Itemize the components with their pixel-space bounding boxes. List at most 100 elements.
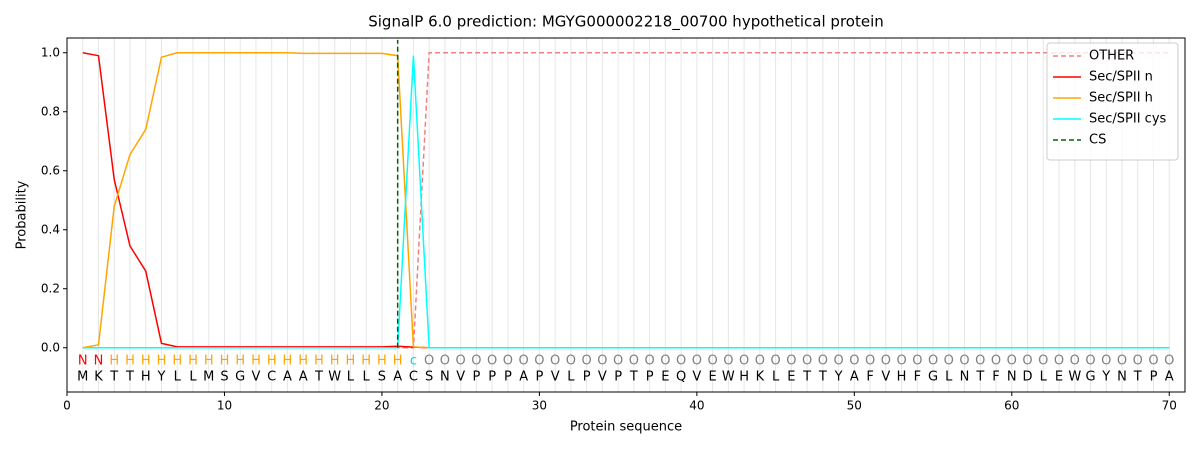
residue-letter: P xyxy=(472,370,480,385)
chart-title: SignalP 6.0 prediction: MGYG000002218_00… xyxy=(368,13,884,32)
residue-annotation: O xyxy=(613,354,623,369)
residue-annotation: O xyxy=(912,354,922,369)
residue-annotation: H xyxy=(172,354,182,369)
residue-letter: P xyxy=(535,370,543,385)
y-tick-label: 0.4 xyxy=(41,222,60,236)
residue-letter: M xyxy=(203,370,214,385)
residue-annotation: O xyxy=(802,354,812,369)
residue-letter: S xyxy=(220,370,228,385)
residue-annotation: O xyxy=(833,354,843,369)
x-tick-label: 20 xyxy=(374,399,389,413)
residue-letter: C xyxy=(409,370,418,385)
residue-annotation: O xyxy=(676,354,686,369)
residue-letter: L xyxy=(1040,370,1048,385)
residue-letter: A xyxy=(393,370,402,385)
residue-letter: T xyxy=(802,370,811,385)
residue-annotation: O xyxy=(519,354,529,369)
residue-annotation: O xyxy=(755,354,765,369)
residue-annotation: O xyxy=(629,354,639,369)
residue-annotation: O xyxy=(896,354,906,369)
legend-label: OTHER xyxy=(1089,49,1134,64)
residue-annotation: H xyxy=(283,354,293,369)
series-line xyxy=(82,52,1170,349)
residue-annotation: O xyxy=(818,354,828,369)
residue-letter: T xyxy=(125,370,134,385)
residue-letter: A xyxy=(519,370,528,385)
residue-annotation: H xyxy=(314,354,324,369)
residue-letter: Y xyxy=(834,370,843,385)
legend-box xyxy=(1046,42,1179,161)
residue-annotation: O xyxy=(770,354,780,369)
residue-letter: L xyxy=(189,370,197,385)
residue-annotation: O xyxy=(1148,354,1158,369)
residue-letter: D xyxy=(1023,370,1033,385)
x-tick-label: 0 xyxy=(63,399,71,413)
residue-letter: L xyxy=(945,370,953,385)
residue-annotation: O xyxy=(1054,354,1064,369)
residue-annotation: O xyxy=(692,354,702,369)
residue-annotation: H xyxy=(235,354,245,369)
residue-annotation: H xyxy=(361,354,371,369)
residue-letter: H xyxy=(739,370,749,385)
residue-letter: L xyxy=(174,370,182,385)
residue-letter: K xyxy=(756,370,765,385)
residue-letter: E xyxy=(1055,370,1063,385)
residue-letter: W xyxy=(722,370,735,385)
residue-annotation: H xyxy=(377,354,387,369)
residue-annotation: O xyxy=(991,354,1001,369)
residue-letter: N xyxy=(440,370,450,385)
residue-letter: F xyxy=(992,370,999,385)
y-tick-label: 0.2 xyxy=(41,281,60,295)
legend-label: Sec/SPII n xyxy=(1089,70,1153,85)
residue-annotation: O xyxy=(707,354,717,369)
residue-annotation: H xyxy=(204,354,214,369)
residue-letter: S xyxy=(425,370,433,385)
residue-letter: T xyxy=(314,370,323,385)
residue-annotation: O xyxy=(1007,354,1017,369)
residue-letter: L xyxy=(772,370,780,385)
legend-label: Sec/SPII h xyxy=(1089,91,1153,106)
residue-letter: P xyxy=(1150,370,1158,385)
residue-letter: Y xyxy=(1101,370,1110,385)
x-axis-label: Protein sequence xyxy=(570,420,682,435)
residue-letter: L xyxy=(567,370,575,385)
residue-annotation: H xyxy=(267,354,277,369)
residue-annotation: O xyxy=(1022,354,1032,369)
x-tick-label: 50 xyxy=(847,399,862,413)
residue-letter: T xyxy=(818,370,827,385)
residue-letter: V xyxy=(692,370,701,385)
residue-letter: F xyxy=(914,370,921,385)
residue-annotation: O xyxy=(471,354,481,369)
residue-annotation: O xyxy=(1133,354,1143,369)
residue-annotation: c xyxy=(410,354,417,369)
residue-annotation: O xyxy=(1070,354,1080,369)
residue-annotation: O xyxy=(849,354,859,369)
residue-annotation: O xyxy=(723,354,733,369)
residue-annotation: H xyxy=(157,354,167,369)
series-line xyxy=(82,52,1170,349)
residue-letter: N xyxy=(1117,370,1127,385)
residue-letter: P xyxy=(583,370,591,385)
residue-annotation: O xyxy=(597,354,607,369)
residue-letter: Q xyxy=(676,370,686,385)
legend-label: CS xyxy=(1089,133,1106,148)
residue-letter: L xyxy=(347,370,355,385)
residue-letter: A xyxy=(299,370,308,385)
residue-annotation: O xyxy=(550,354,560,369)
residue-letter: A xyxy=(1165,370,1174,385)
residue-letter: Y xyxy=(157,370,166,385)
residue-annotation: H xyxy=(141,354,151,369)
residue-annotation: H xyxy=(251,354,261,369)
series-line xyxy=(82,55,1170,349)
residue-letter: G xyxy=(235,370,245,385)
residue-annotation: H xyxy=(109,354,119,369)
residue-annotation: H xyxy=(220,354,230,369)
residue-letter: K xyxy=(94,370,103,385)
residue-letter: W xyxy=(1068,370,1081,385)
residue-letter: E xyxy=(787,370,795,385)
x-tick-label: 10 xyxy=(217,399,232,413)
y-tick-label: 0.6 xyxy=(41,163,60,177)
residue-annotation: O xyxy=(739,354,749,369)
residue-letter: T xyxy=(975,370,984,385)
x-tick-label: 40 xyxy=(689,399,704,413)
